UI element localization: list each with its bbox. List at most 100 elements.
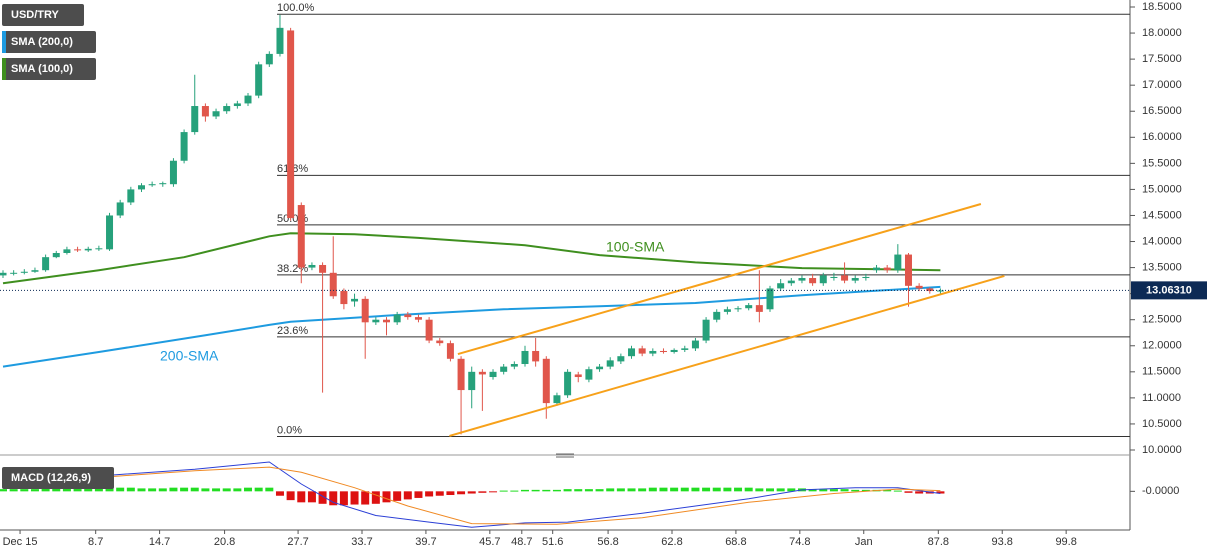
candle-body (936, 290, 944, 292)
candle-body (340, 291, 348, 305)
candle-body (169, 160, 177, 185)
candle-body (457, 358, 465, 391)
candle-body (95, 248, 103, 250)
candle-body (52, 252, 60, 258)
candle-body (681, 348, 689, 350)
candle-body (287, 30, 295, 219)
histogram-bar (20, 489, 29, 492)
candle-body (10, 272, 18, 274)
trend-line (457, 203, 982, 356)
candle-body (734, 308, 742, 310)
candle-body (809, 278, 817, 284)
candle-body (446, 343, 454, 359)
candle-body (702, 319, 710, 341)
candle-body (201, 106, 209, 117)
candle-body (329, 272, 337, 297)
histogram-bar (851, 489, 860, 492)
histogram-bar (73, 488, 82, 492)
candle-body (841, 275, 849, 281)
x-tick-label: 27.7 (287, 536, 308, 548)
last-price-box (1131, 281, 1207, 300)
legend-box (2, 4, 84, 26)
histogram-bar (766, 488, 775, 492)
histogram-bar (744, 487, 753, 492)
candle-body (297, 205, 305, 268)
histogram-bar (680, 487, 689, 492)
histogram-bar (425, 491, 434, 497)
candle-body (31, 270, 39, 272)
x-tick-label: 33.7 (351, 536, 372, 548)
histogram-bar (9, 489, 18, 492)
y-tick-label: 17.0000 (1142, 79, 1182, 91)
histogram-bar (105, 487, 114, 492)
macd-line (2, 461, 941, 528)
sma-line (2, 232, 941, 285)
fib-label: 23.6% (277, 325, 308, 337)
candle-body (745, 305, 753, 309)
histogram-bar (382, 491, 391, 503)
x-tick-label: 14.7 (149, 536, 170, 548)
y-tick-label: 11.5000 (1142, 366, 1181, 378)
macd-line (2, 466, 941, 525)
legend-box (2, 58, 96, 80)
histogram-bar (350, 491, 359, 505)
candle-body (255, 64, 263, 96)
histogram-bar (840, 489, 849, 492)
candle-body (393, 314, 401, 323)
y-tick-label: 10.0000 (1142, 444, 1182, 456)
histogram-bar (936, 491, 945, 494)
candle-body (894, 254, 902, 271)
candle-body (265, 53, 273, 65)
histogram-bar (254, 487, 263, 492)
x-tick-label: 20.8 (214, 536, 235, 548)
histogram-bar (137, 488, 146, 492)
histogram-bar (574, 489, 583, 492)
candle-body (159, 183, 167, 185)
histogram-bar (861, 489, 870, 492)
histogram-bar (489, 491, 498, 493)
histogram-bar (499, 490, 508, 492)
candle-body (74, 249, 82, 251)
histogram-bar (126, 487, 135, 492)
histogram-bar (691, 487, 700, 492)
candle-body (819, 275, 827, 284)
x-tick-label: 39.7 (415, 536, 436, 548)
y-tick-label: 11.0000 (1142, 392, 1181, 404)
candle-body (489, 371, 497, 378)
histogram-bar (169, 487, 178, 492)
candle-body (574, 374, 582, 378)
candle-body (244, 95, 252, 104)
candle-body (233, 103, 241, 107)
x-tick-label: 87.8 (928, 536, 949, 548)
candle-body (649, 350, 657, 354)
histogram-bar (446, 491, 455, 495)
histogram-bar (552, 489, 561, 492)
candle-body (787, 280, 795, 284)
candle-body (414, 317, 422, 320)
histogram-bar (734, 487, 743, 492)
candle-body (148, 184, 156, 186)
histogram-bar (84, 488, 93, 492)
candle-body (564, 371, 572, 396)
candle-body (383, 319, 391, 323)
histogram-bar (606, 488, 615, 492)
histogram-bar (212, 488, 221, 492)
histogram-bar (723, 487, 732, 492)
y-tick-label: 18.0000 (1142, 27, 1182, 39)
histogram-bar (542, 489, 551, 492)
histogram-bar (275, 491, 284, 496)
candle-body (404, 314, 412, 318)
candle-body (862, 276, 870, 279)
histogram-bar (116, 487, 125, 492)
annotation: 200-SMA (160, 348, 219, 364)
histogram-bar (307, 491, 316, 503)
y-tick-label: 18.5000 (1142, 1, 1182, 13)
candle-body (212, 111, 220, 117)
candle-body (723, 309, 731, 312)
candle-body (766, 288, 774, 310)
histogram-bar (829, 489, 838, 492)
candle-body (500, 366, 508, 372)
candle-body (883, 267, 891, 271)
